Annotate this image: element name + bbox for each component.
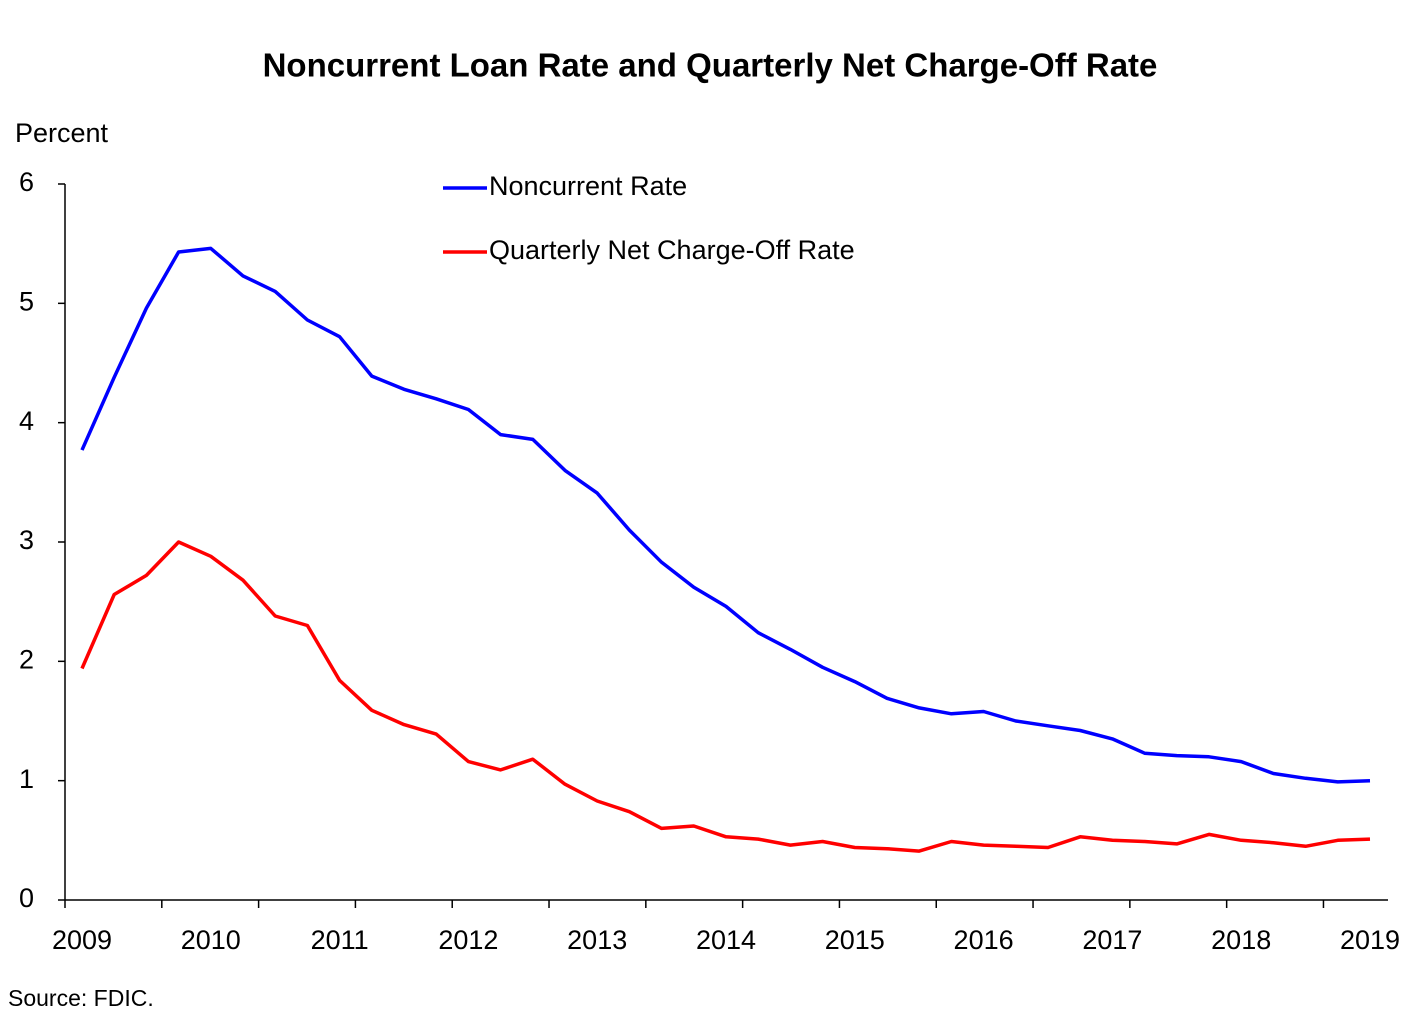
data-line bbox=[80, 246, 1371, 784]
x-tick-label: 2019 bbox=[1340, 925, 1400, 955]
y-tick-label: 6 bbox=[19, 167, 34, 197]
x-tick-label: 2017 bbox=[1082, 925, 1142, 955]
x-tick-label: 2009 bbox=[52, 925, 112, 955]
x-tick-label: 2013 bbox=[567, 925, 627, 955]
legend-label: Quarterly Net Charge-Off Rate bbox=[489, 235, 855, 265]
y-tick-label: 4 bbox=[19, 406, 34, 436]
legend-label: Noncurrent Rate bbox=[489, 171, 687, 201]
y-tick-label: 1 bbox=[19, 764, 34, 794]
x-tick-label: 2010 bbox=[181, 925, 241, 955]
chart-title: Noncurrent Loan Rate and Quarterly Net C… bbox=[263, 47, 1158, 84]
x-tick-label: 2011 bbox=[311, 925, 369, 955]
y-axis-label: Percent bbox=[15, 118, 109, 148]
y-tick-label: 2 bbox=[19, 644, 34, 674]
y-tick-label: 5 bbox=[19, 286, 34, 316]
x-tick-label: 2014 bbox=[696, 925, 756, 955]
x-tick-label: 2018 bbox=[1211, 925, 1271, 955]
x-tick-label: 2016 bbox=[954, 925, 1014, 955]
data-line bbox=[80, 540, 1371, 853]
x-tick-label: 2015 bbox=[825, 925, 885, 955]
x-tick-label: 2012 bbox=[438, 925, 498, 955]
source-note: Source: FDIC. bbox=[8, 985, 154, 1011]
y-tick-label: 0 bbox=[19, 883, 34, 913]
y-tick-label: 3 bbox=[19, 525, 34, 555]
